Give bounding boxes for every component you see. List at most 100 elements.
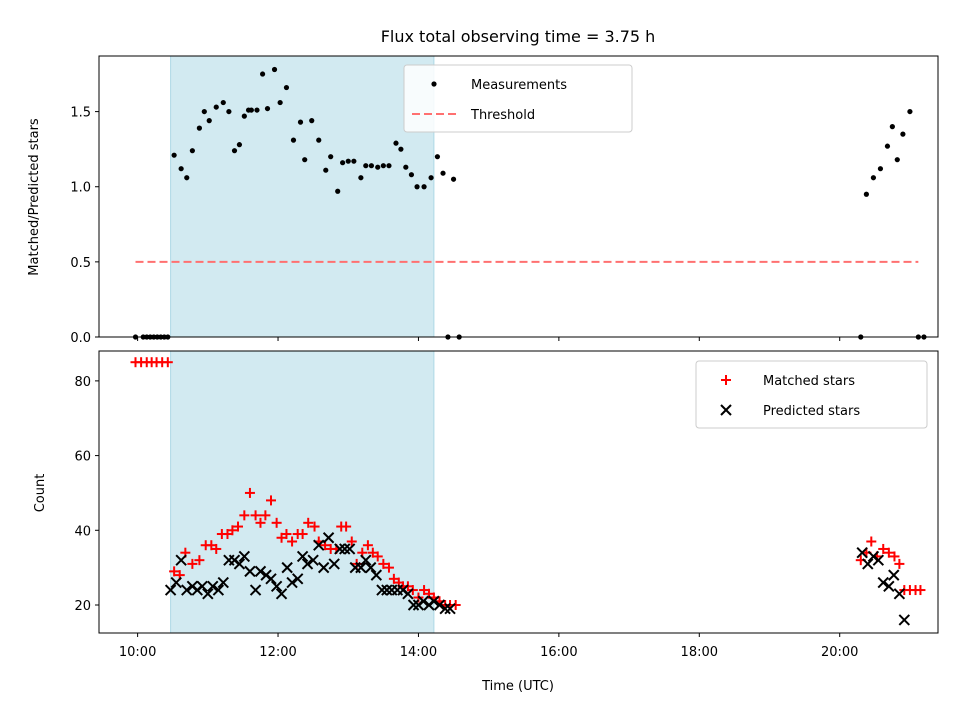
marker-stroke [883,580,895,593]
predicted-star-marker [217,576,229,589]
measurement-point [264,105,271,112]
measurement-point [316,137,322,143]
matched-star-marker [194,555,205,566]
marker-stroke [212,584,225,596]
measurement-point [302,157,308,163]
marker-stroke [238,550,251,563]
predicted-star-marker [254,565,267,578]
predicted-star-marker [417,595,430,607]
x-tick-label: 10:00 [119,645,156,660]
measurement-point [414,184,420,190]
measurement-point [393,140,399,146]
x-tick-label: 16:00 [540,645,577,660]
measurement-point [241,113,247,119]
measurement-point [877,166,884,172]
predicted-star-marker [856,546,868,559]
legend-marker-matched [721,375,731,385]
marker-stroke [270,580,283,593]
y-tick-label: 60 [74,450,91,465]
marker-stroke [439,603,451,615]
marker-stroke [376,584,388,596]
top-legend-box [403,64,633,133]
matched-star-marker [346,536,357,547]
matched-star-marker [244,487,255,498]
marker-stroke [170,576,182,589]
measurement-point [184,175,190,181]
matched-star-marker [378,558,389,569]
predicted-star-marker [270,580,283,593]
measurement-point [297,119,304,125]
y-tick-label: 0.5 [70,256,91,271]
shaded-observing-interval [170,55,435,338]
measurement-point [345,158,351,164]
measurement-point [259,71,266,77]
measurement-point [206,118,212,124]
marker-stroke [291,573,304,585]
marker-stroke [202,588,214,600]
measurement-point [870,175,877,181]
predicted-star-marker [720,404,732,416]
measurement-point [363,163,369,169]
measurement-point [889,124,895,130]
marker-stroke [244,565,256,578]
predicted-star-marker [365,561,377,574]
marker-stroke [322,532,335,544]
measurement-point [178,166,184,172]
predicted-star-marker [265,573,277,585]
matched-star-marker [162,357,173,368]
predicted-star-marker [407,599,420,611]
measurement-point [201,108,207,115]
y-tick-label: 80 [74,375,91,390]
measurement-point [340,160,346,166]
measurement-point [271,66,278,73]
predicted-star-marker [370,569,383,581]
measurement-point [220,99,226,106]
marker-stroke [417,595,430,607]
measurement-point [450,176,457,182]
top-x-ticks [137,337,841,341]
marker-stroke [360,554,372,566]
y-tick-label: 20 [74,599,91,614]
marker-stroke [428,595,440,607]
measurement-point [226,108,232,115]
matched-star-marker [169,566,180,577]
marker-stroke [328,558,340,570]
marker-stroke [862,558,874,570]
measurement-point [884,143,891,149]
predicted-star-marker [322,532,335,544]
measurement-point [351,158,357,164]
predicted-star-marker [307,554,319,566]
predicted-star-marker [334,543,346,555]
matched-star-marker [266,495,277,506]
legend-marker-predicted [720,404,732,416]
matched-star-marker [271,517,282,528]
predicted-star-marker [355,561,367,574]
predicted-star-marker [164,584,177,596]
x-tick-label: 18:00 [681,645,718,660]
measurement-point [434,154,441,160]
predicted-star-marker [233,558,246,570]
marker-stroke [233,558,246,570]
predicted-star-marker [872,554,885,566]
marker-stroke [370,569,383,581]
x-tick-label: 20:00 [821,645,858,660]
matched-star-marker [883,547,894,558]
measurement-point [386,163,392,169]
marker-stroke [175,554,187,566]
measurement-point [428,175,434,181]
marker-stroke [872,554,885,566]
predicted-star-marker [238,550,251,563]
top-y-ticks: 0.0 0.5 1.0 1.5 [70,106,99,346]
measurement-point [277,99,283,106]
chart-title: Flux total observing time = 3.75 h [381,27,656,46]
matched-star-marker [303,517,314,528]
measurement-point [328,154,334,160]
marker-stroke [381,584,393,596]
marker-stroke [307,554,319,566]
predicted-star-marker [339,543,351,555]
marker-stroke [317,561,330,574]
matched-star-marker [450,599,461,610]
measurement-point [380,163,386,169]
marker-stroke [339,543,351,555]
